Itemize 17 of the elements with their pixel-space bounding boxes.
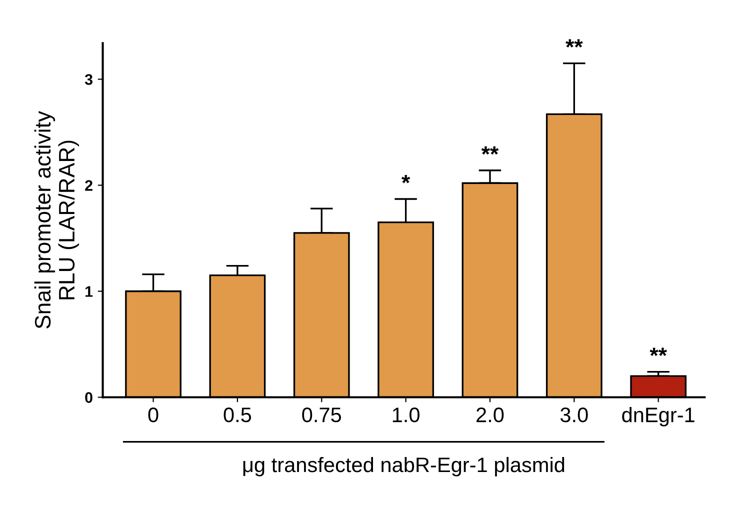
x-tick-label: 0.75 — [302, 408, 342, 422]
x-axis-title: μg transfected nabR-Egr-1 plasmid — [243, 456, 564, 476]
x-tick-label: 2.0 — [476, 408, 504, 422]
y-tick-label: 0 — [85, 392, 92, 403]
annotation: ** — [566, 39, 583, 48]
y-tick-label: 3 — [84, 74, 92, 85]
x-tick-label: dnEgr-1 — [622, 406, 694, 426]
x-tick-label: 1.0 — [392, 408, 420, 422]
y-tick-label: 1 — [86, 286, 93, 297]
x-tick-label: 0 — [148, 408, 158, 422]
annotation: * — [402, 174, 410, 184]
y-tick-label: 2 — [85, 180, 92, 191]
annotation: ** — [481, 146, 499, 155]
x-tick-label: 0.5 — [224, 408, 252, 422]
y-axis-title: Snail promoter activity RLU (LAR/RAR) — [34, 110, 79, 328]
annotation: ** — [650, 348, 667, 356]
x-tick-label: 3.0 — [560, 408, 588, 422]
